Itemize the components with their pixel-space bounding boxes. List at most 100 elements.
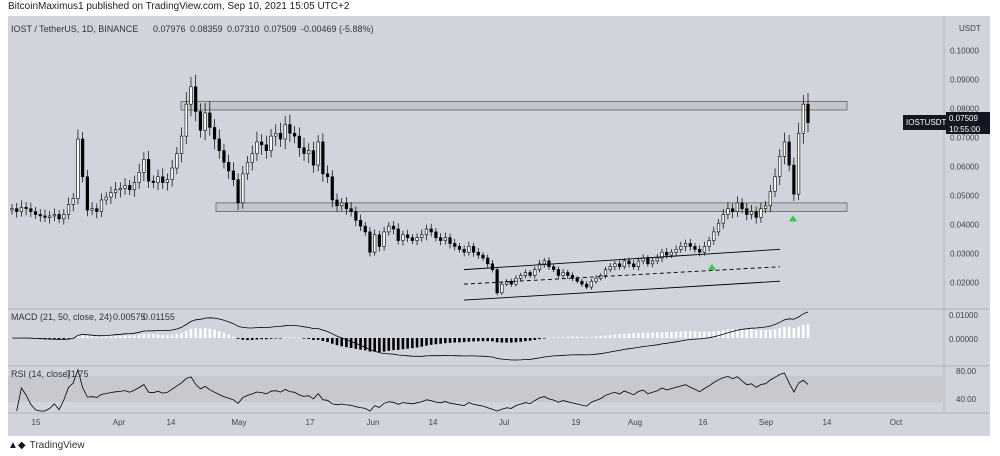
macd-bar xyxy=(38,338,42,339)
candle-up xyxy=(674,249,678,253)
macd-bar xyxy=(429,338,433,345)
macd-bar xyxy=(693,331,697,338)
macd-bar xyxy=(448,338,452,343)
candle-up xyxy=(603,269,608,276)
candle-down xyxy=(566,272,570,276)
macd-bar xyxy=(641,332,645,338)
candle-down xyxy=(377,234,381,247)
candle-down xyxy=(646,257,650,265)
macd-bar xyxy=(688,331,692,338)
candle-up xyxy=(48,215,52,218)
macd-bar xyxy=(415,338,419,348)
time-tick-3: May xyxy=(231,418,246,427)
macd-bar xyxy=(95,336,99,338)
macd-histogram xyxy=(10,324,810,352)
candle-down xyxy=(448,237,452,244)
macd-bar xyxy=(736,328,739,338)
time-tick-5: Jun xyxy=(367,418,380,427)
candle-down xyxy=(693,246,697,250)
rsi-band xyxy=(8,376,944,402)
macd-bar xyxy=(142,334,146,338)
macd-bar xyxy=(439,338,442,344)
candle-up xyxy=(679,246,683,250)
macd-bar xyxy=(208,328,212,338)
macd-bar xyxy=(213,329,216,338)
candle-up xyxy=(90,208,94,211)
macd-bar xyxy=(147,334,150,338)
open-value: 0.07976 xyxy=(153,24,186,34)
macd-bar xyxy=(509,338,513,343)
candle-down xyxy=(580,280,584,285)
rsi-tick-0: 80.00 xyxy=(956,367,977,376)
candle-up xyxy=(589,280,593,288)
candle-up xyxy=(137,172,141,183)
macd-bar xyxy=(279,338,282,339)
candle-down xyxy=(368,231,372,253)
high-value: 0.08359 xyxy=(190,24,223,34)
macd-bar xyxy=(67,338,70,339)
chart-frame[interactable]: IOST / TetherUS, 1D, BINANCE 0.07976 0.0… xyxy=(8,16,990,436)
candle-down xyxy=(321,141,325,175)
macd-bar xyxy=(232,336,235,338)
time-tick-6: 14 xyxy=(429,418,438,427)
candle-up xyxy=(203,112,207,131)
macd-bar xyxy=(199,328,202,338)
candle-up xyxy=(156,176,160,183)
candle-down xyxy=(618,263,622,268)
candle-up xyxy=(373,234,377,253)
candle-down xyxy=(95,208,99,212)
candle-down xyxy=(509,280,513,285)
last-price-label: IOSTUSDT 0.07509 10:55:00 xyxy=(903,112,990,134)
candle-down xyxy=(29,208,33,212)
macd-bar xyxy=(396,338,400,350)
candle-up xyxy=(735,202,739,212)
chart-svg[interactable]: IOST / TetherUS, 1D, BINANCE 0.07976 0.0… xyxy=(8,16,990,436)
macd-bar xyxy=(255,338,259,340)
channel-lower-line xyxy=(463,280,781,301)
macd-bar xyxy=(444,338,447,344)
candle-up xyxy=(712,231,716,241)
candle-up xyxy=(382,231,386,247)
macd-bar xyxy=(467,338,471,342)
macd-tick-0: 0.01000 xyxy=(949,311,978,320)
support-zone[interactable] xyxy=(215,202,848,212)
macd-bar xyxy=(236,338,240,339)
candle-up xyxy=(778,156,782,178)
macd-bar xyxy=(707,331,711,338)
price-axis[interactable]: USDT 0.10000 0.09000 0.08000 0.07000 0.06000… xyxy=(950,24,981,288)
macd-bar xyxy=(745,329,749,338)
candle-down xyxy=(260,141,264,146)
candle-up xyxy=(415,237,419,241)
macd-bar xyxy=(679,331,683,338)
macd-bar xyxy=(349,338,353,349)
candle-up xyxy=(716,222,721,233)
footer: ▲◆ TradingView xyxy=(0,436,1000,456)
macd-bar xyxy=(458,338,461,343)
macd-bar xyxy=(316,338,320,340)
macd-bar xyxy=(608,335,612,338)
macd-bar xyxy=(599,336,603,338)
last-price-symbol-bg xyxy=(903,115,959,130)
candle-up xyxy=(316,141,320,166)
macd-bar xyxy=(547,337,551,339)
price-tick-6: 0.04000 xyxy=(950,221,979,230)
macd-bar xyxy=(109,336,113,338)
macd-bar xyxy=(62,338,66,339)
candle-down xyxy=(439,237,443,241)
candle-up xyxy=(726,208,730,215)
macd-bar xyxy=(585,336,588,338)
candle-up xyxy=(424,228,429,236)
candle-down xyxy=(740,202,744,209)
candle-down xyxy=(556,269,560,276)
candle-down xyxy=(293,132,297,137)
candle-up xyxy=(109,192,113,198)
macd-bar xyxy=(373,338,376,352)
candle-up xyxy=(669,251,674,256)
macd-bar xyxy=(269,338,273,339)
candle-down xyxy=(161,176,165,183)
candle-up xyxy=(561,272,565,276)
candle-down xyxy=(457,246,462,250)
time-axis[interactable]: 15 Apr 14 May 17 Jun 14 Jul 19 Aug 16 Sep 14 Oct xyxy=(32,418,903,427)
resistance-zone[interactable] xyxy=(180,100,848,111)
candle-up xyxy=(283,124,287,140)
